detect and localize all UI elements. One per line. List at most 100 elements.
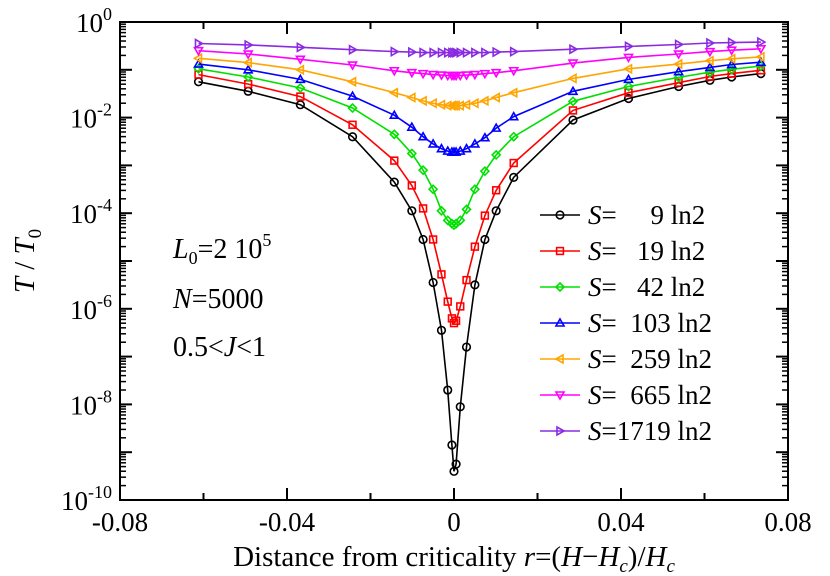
data-point	[447, 440, 457, 450]
x-tick-label: -0.08	[92, 507, 148, 537]
data-point	[243, 71, 254, 83]
legend-entry: S=1719 ln2	[540, 416, 712, 446]
data-point	[406, 148, 417, 159]
y-tick-exp: -6	[97, 291, 112, 311]
legend-label-S: S	[588, 200, 602, 230]
series-4	[193, 56, 767, 156]
legend-entry: S= 19 ln2	[540, 236, 705, 266]
data-point	[622, 63, 633, 75]
legend-label: S= 103 ln2	[588, 308, 712, 338]
data-point	[418, 204, 428, 213]
data-point	[389, 177, 399, 187]
annot-L-rest: =2 10	[198, 234, 263, 265]
data-point	[242, 50, 254, 60]
data-point	[569, 43, 579, 55]
x-axis-Hc2: H	[645, 541, 669, 573]
data-point	[427, 184, 439, 195]
data-point	[417, 69, 429, 80]
data-point	[388, 66, 400, 77]
data-point	[469, 70, 481, 81]
data-point	[568, 106, 578, 115]
data-point	[389, 129, 400, 140]
legend-label-rest: =1719 ln2	[602, 416, 712, 446]
data-point	[726, 46, 738, 56]
data-point	[623, 73, 634, 84]
data-point	[347, 61, 358, 71]
data-point	[388, 87, 399, 99]
annot-J-pre: 0.5<	[173, 332, 224, 363]
data-point	[490, 122, 502, 132]
data-point	[508, 87, 518, 99]
data-point	[755, 51, 765, 63]
data-point	[479, 132, 491, 142]
data-point	[567, 96, 579, 107]
y-tick-label: 10-6	[70, 291, 112, 325]
data-point	[406, 121, 418, 131]
series-5	[192, 51, 765, 112]
data-point	[417, 131, 429, 141]
data-point	[388, 109, 400, 120]
data-point	[727, 37, 738, 48]
x-tick-label: 0.08	[764, 507, 811, 537]
data-point	[408, 46, 418, 58]
data-point	[469, 97, 479, 109]
data-point	[479, 166, 491, 177]
y-tick-exp: -4	[97, 195, 112, 215]
data-point	[437, 47, 448, 58]
data-point	[454, 71, 466, 82]
legend-label-S: S	[588, 308, 602, 338]
data-point	[623, 81, 634, 92]
x-axis-close: )/	[628, 541, 647, 573]
data-point	[193, 46, 204, 57]
data-point	[436, 325, 447, 335]
y-tick-label: 100	[76, 4, 112, 38]
y-tick-exp: 0	[103, 4, 112, 24]
data-point	[756, 66, 766, 75]
legend-label: S= 259 ln2	[588, 344, 712, 374]
data-point	[704, 55, 714, 67]
x-axis-title: Distance from criticality r=(H−Hc)/Hc	[233, 541, 675, 576]
annot-N-rest: =5000	[192, 284, 264, 315]
data-point	[451, 316, 461, 325]
x-axis-Hc2-sub: c	[666, 556, 675, 576]
legend-label-rest: = 42 ln2	[602, 272, 706, 302]
data-point	[456, 47, 466, 58]
legend-label: S=1719 ln2	[588, 416, 712, 446]
data-point	[471, 47, 481, 58]
legend-entry: S= 665 ln2	[540, 380, 712, 410]
data-point	[429, 47, 439, 58]
data-point	[455, 402, 465, 412]
data-point	[624, 40, 635, 52]
data-point	[455, 215, 466, 226]
data-point	[509, 158, 518, 168]
data-point	[390, 46, 400, 58]
legend-label-rest: = 259 ln2	[602, 344, 712, 374]
data-point	[623, 53, 634, 63]
data-point	[194, 38, 205, 49]
annot-J-post: <1	[236, 332, 266, 363]
data-point	[469, 184, 481, 195]
x-tick-label: -0.04	[259, 507, 316, 537]
data-point	[673, 66, 684, 76]
data-point	[704, 61, 716, 72]
series-line	[198, 56, 761, 107]
legend-label-S: S	[588, 236, 602, 266]
x-axis-minus: −	[582, 541, 598, 573]
data-point	[348, 44, 359, 56]
y-tick-label: 10-10	[61, 482, 112, 516]
data-point	[193, 58, 204, 68]
annot-N: N	[172, 284, 193, 315]
data-point	[428, 235, 438, 244]
data-point	[390, 156, 399, 165]
data-point	[674, 39, 685, 50]
data-point	[449, 318, 459, 328]
legend-label: S= 42 ln2	[588, 272, 705, 302]
data-point	[568, 115, 578, 125]
data-point	[460, 99, 471, 111]
data-point	[443, 385, 453, 395]
x-axis-eq: =(	[535, 541, 561, 573]
data-point	[567, 73, 577, 84]
data-point	[554, 391, 566, 401]
data-point	[509, 46, 520, 58]
